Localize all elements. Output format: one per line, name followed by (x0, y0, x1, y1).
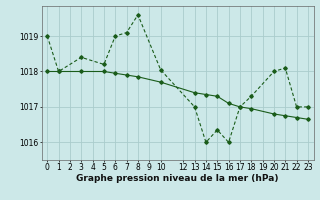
X-axis label: Graphe pression niveau de la mer (hPa): Graphe pression niveau de la mer (hPa) (76, 174, 279, 183)
